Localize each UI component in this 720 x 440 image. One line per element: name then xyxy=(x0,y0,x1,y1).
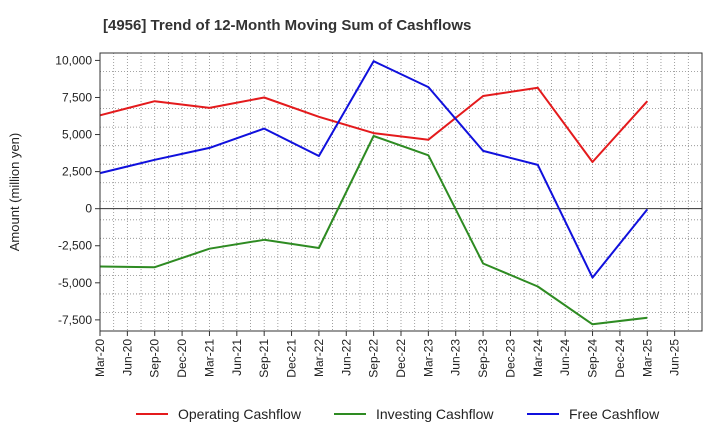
y-tick-label: 0 xyxy=(85,202,92,216)
x-tick-label: Sep-21 xyxy=(257,339,271,378)
legend: Operating Cashflow Investing Cashflow Free… xyxy=(136,406,660,422)
x-tick-label: Dec-22 xyxy=(394,339,408,378)
x-tick-label: Mar-24 xyxy=(531,339,545,377)
x-tick-label: Jun-20 xyxy=(120,339,134,376)
x-tick-label: Sep-24 xyxy=(586,339,600,378)
x-tick-label: Dec-21 xyxy=(285,339,299,378)
x-tick-label: Jun-22 xyxy=(339,339,353,376)
x-tick-label: Mar-22 xyxy=(312,339,326,377)
y-tick-label: -2,500 xyxy=(58,239,92,253)
y-tick-label: 10,000 xyxy=(55,53,92,67)
x-tick-label: Sep-23 xyxy=(476,339,490,378)
x-tick-label: Sep-22 xyxy=(367,339,381,378)
series-line-free-cashflow xyxy=(99,60,649,279)
x-tick-label: Mar-20 xyxy=(93,339,107,377)
y-axis-title: Amount (million yen) xyxy=(7,133,22,252)
chart-title: [4956] Trend of 12-Month Moving Sum of C… xyxy=(103,17,471,34)
x-tick-label: Mar-25 xyxy=(640,339,654,377)
y-tick-label: 7,500 xyxy=(62,90,92,104)
x-tick-label: Mar-21 xyxy=(202,339,216,377)
x-tick-label: Dec-20 xyxy=(175,339,189,378)
series-lines xyxy=(99,60,649,326)
legend-label: Investing Cashflow xyxy=(376,406,494,422)
x-tick-label: Jun-25 xyxy=(668,339,682,376)
y-tick-label: -7,500 xyxy=(58,313,92,327)
x-tick-label: Sep-20 xyxy=(148,339,162,378)
x-axis-ticks: Mar-20 Jun-20 Sep-20 Dec-20 Mar-21 Jun-21 Sep-… xyxy=(93,331,682,378)
legend-label: Free Cashflow xyxy=(569,406,660,422)
x-tick-label: Jun-21 xyxy=(230,339,244,376)
y-axis-ticks: 10,000 7,500 5,000 2,500 0 -2,500 -5,000 -7,500 xyxy=(55,53,100,327)
legend-label: Operating Cashflow xyxy=(178,406,302,422)
y-tick-label: 5,000 xyxy=(62,128,92,142)
grid-lines xyxy=(100,53,702,331)
y-tick-label: -5,000 xyxy=(58,276,92,290)
x-tick-label: Jun-24 xyxy=(558,339,572,376)
x-tick-label: Jun-23 xyxy=(449,339,463,376)
y-tick-label: 2,500 xyxy=(62,165,92,179)
series-line-operating-cashflow xyxy=(99,86,649,163)
x-tick-label: Dec-24 xyxy=(613,339,627,378)
x-tick-label: Dec-23 xyxy=(503,339,517,378)
x-tick-label: Mar-23 xyxy=(421,339,435,377)
series-line-investing-cashflow xyxy=(99,135,648,326)
